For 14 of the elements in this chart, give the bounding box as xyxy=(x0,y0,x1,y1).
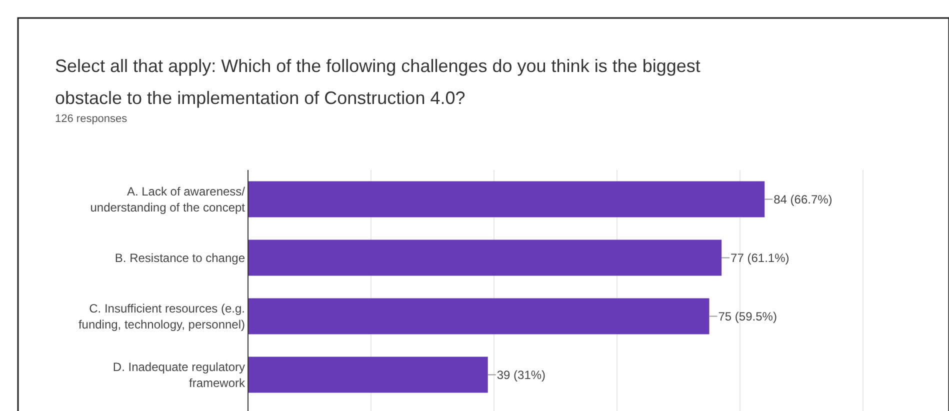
bar xyxy=(248,356,488,393)
y-tick-label: C. Insufficient resources (e.g. funding, technology, personnel) xyxy=(78,301,245,332)
y-tick-label: A. Lack of awareness/ understanding of the concept xyxy=(90,184,246,214)
y-tick-label: B. Resistance to change xyxy=(114,250,246,265)
data-label: 84 (66.7%) xyxy=(774,192,832,206)
bar xyxy=(248,240,722,276)
data-label: 75 (59.5%) xyxy=(718,309,777,324)
text: 126 responses xyxy=(55,113,128,125)
bar xyxy=(248,298,710,334)
y-tick-label: D. Inadequate regulatory framework xyxy=(112,360,246,390)
bar xyxy=(248,181,765,218)
data-label: 39 (31%) xyxy=(496,368,546,382)
chart-title: Select all that apply: Which of the following challenges do you think is the biggest obstacle to the implementation of Construction 4.0? xyxy=(55,56,700,108)
data-label: 77 (61.1%) xyxy=(730,250,790,265)
